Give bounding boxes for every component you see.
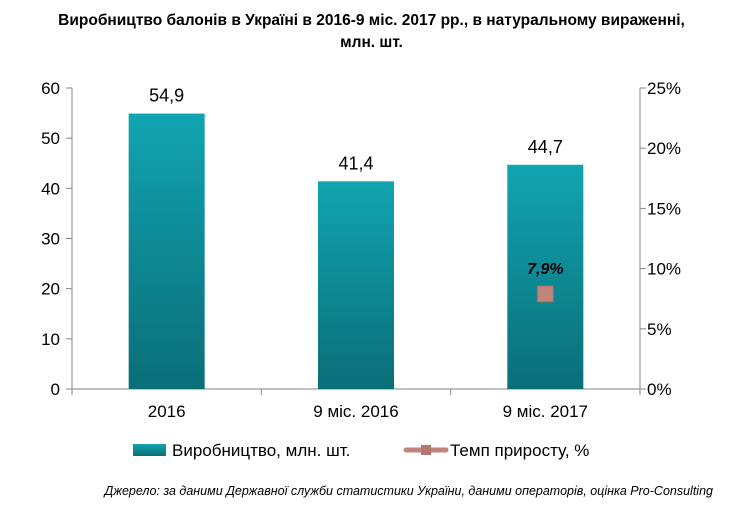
left-axis-tick-label: 50 bbox=[41, 129, 60, 148]
left-axis-tick-label: 10 bbox=[41, 330, 60, 349]
left-axis-tick-label: 30 bbox=[41, 230, 60, 249]
right-axis-tick-label: 15% bbox=[647, 199, 681, 218]
source-note: Джерело: за даними Державної служби стат… bbox=[104, 484, 713, 498]
right-axis-tick-label: 20% bbox=[647, 139, 681, 158]
left-axis-tick-label: 60 bbox=[41, 79, 60, 98]
growth-rate-marker bbox=[536, 285, 554, 303]
chart-title: Виробництво балонів в Україні в 2016-9 м… bbox=[0, 10, 743, 54]
right-axis-tick-label: 5% bbox=[647, 320, 672, 339]
x-axis-tick-label: 2016 bbox=[148, 402, 186, 421]
left-axis-tick-label: 0 bbox=[51, 380, 60, 399]
x-axis-tick-label: 9 міс. 2016 bbox=[313, 402, 398, 421]
legend-bar-swatch bbox=[133, 444, 166, 456]
bar-2 bbox=[318, 181, 394, 389]
left-axis-tick-label: 40 bbox=[41, 179, 60, 198]
right-axis-tick-label: 25% bbox=[647, 79, 681, 98]
chart-title-line-2: млн. шт. bbox=[340, 34, 403, 51]
legend-line-label: Темп приросту, % bbox=[450, 441, 589, 460]
legend-line-marker bbox=[421, 445, 431, 455]
growth-rate-label: 7,9% bbox=[527, 261, 563, 278]
right-axis-tick-label: 10% bbox=[647, 260, 681, 279]
left-axis-tick-label: 20 bbox=[41, 280, 60, 299]
legend-bar-label: Виробництво, млн. шт. bbox=[172, 441, 350, 460]
bar-data-label: 44,7 bbox=[528, 137, 563, 157]
chart-title-line-1: Виробництво балонів в Україні в 2016-9 м… bbox=[58, 12, 685, 29]
bar-1 bbox=[128, 113, 205, 390]
bar-3 bbox=[507, 164, 584, 389]
right-axis-tick-label: 0% bbox=[647, 380, 672, 399]
x-axis-tick-label: 9 міс. 2017 bbox=[503, 402, 588, 421]
bar-data-label: 41,4 bbox=[338, 153, 373, 173]
bar-data-label: 54,9 bbox=[149, 86, 184, 106]
